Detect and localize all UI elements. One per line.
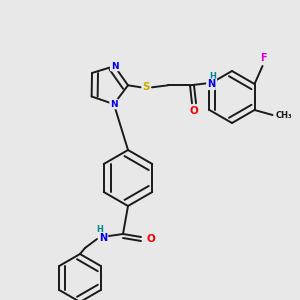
Text: CH₃: CH₃ [275,112,292,121]
Text: O: O [147,234,155,244]
Text: H: H [210,72,216,81]
Text: H: H [97,224,104,233]
Text: N: N [111,61,118,70]
Text: N: N [99,233,107,243]
Text: N: N [207,79,215,89]
Text: N: N [110,100,118,109]
Text: F: F [260,53,267,63]
Text: S: S [142,82,150,92]
Text: O: O [190,106,198,116]
